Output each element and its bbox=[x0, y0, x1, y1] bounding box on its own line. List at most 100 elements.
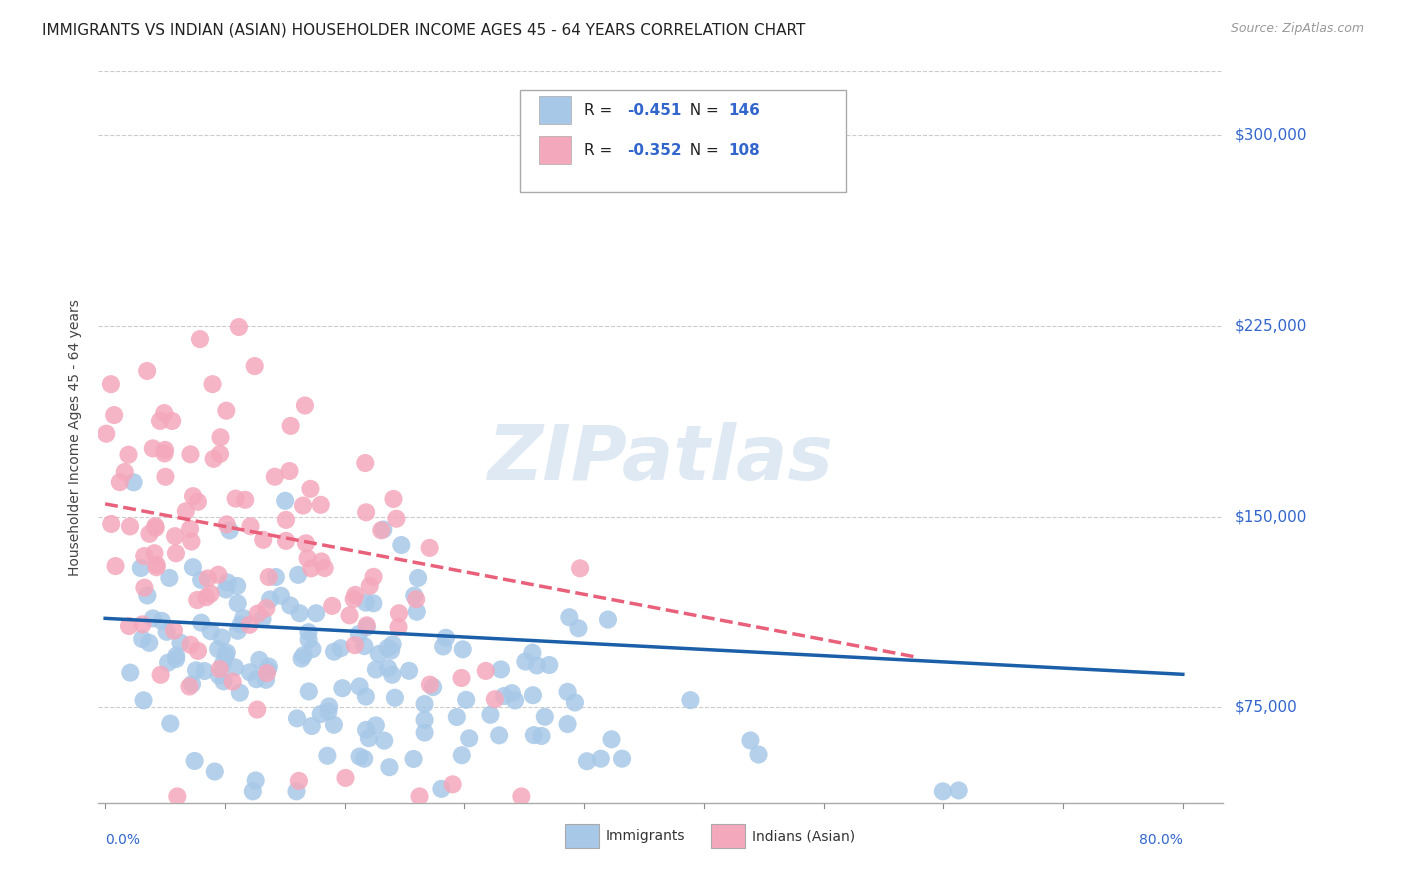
FancyBboxPatch shape bbox=[540, 96, 571, 124]
Point bbox=[489, 662, 512, 676]
Point bbox=[215, 517, 238, 532]
Point bbox=[339, 608, 361, 623]
Point bbox=[297, 551, 319, 566]
Point bbox=[224, 660, 246, 674]
Point bbox=[132, 693, 155, 707]
Text: R =: R = bbox=[585, 143, 617, 158]
Point bbox=[419, 677, 441, 691]
Point bbox=[122, 475, 145, 490]
Point bbox=[163, 624, 186, 638]
Point bbox=[256, 663, 278, 677]
Point bbox=[402, 752, 425, 766]
Point bbox=[131, 617, 153, 632]
Text: $300,000: $300,000 bbox=[1234, 128, 1306, 143]
Point bbox=[274, 493, 297, 508]
Point bbox=[134, 581, 156, 595]
Text: -0.352: -0.352 bbox=[627, 143, 682, 158]
Point bbox=[180, 534, 202, 549]
Point bbox=[387, 620, 409, 634]
Point bbox=[221, 674, 243, 689]
Point bbox=[610, 752, 633, 766]
Point bbox=[252, 612, 274, 626]
Point bbox=[301, 719, 323, 733]
Point bbox=[309, 706, 332, 721]
Point bbox=[354, 690, 377, 704]
Point bbox=[117, 448, 139, 462]
Text: $75,000: $75,000 bbox=[1234, 700, 1298, 714]
Point bbox=[136, 364, 159, 378]
Point bbox=[557, 685, 579, 699]
Point bbox=[288, 607, 311, 621]
Point bbox=[190, 615, 212, 630]
Point bbox=[363, 596, 385, 610]
Point bbox=[298, 684, 321, 698]
Point bbox=[526, 658, 548, 673]
Point bbox=[575, 754, 598, 768]
Point bbox=[153, 442, 176, 457]
Point bbox=[103, 408, 125, 422]
Point bbox=[385, 512, 408, 526]
Point bbox=[229, 617, 252, 632]
Point bbox=[155, 470, 177, 484]
Point bbox=[129, 561, 152, 575]
Text: 146: 146 bbox=[728, 103, 761, 118]
Point bbox=[181, 677, 204, 691]
Point bbox=[349, 749, 371, 764]
Point bbox=[264, 570, 287, 584]
Point bbox=[301, 642, 323, 657]
Point bbox=[145, 558, 167, 572]
Point bbox=[131, 632, 153, 646]
Point bbox=[246, 607, 269, 621]
Point bbox=[458, 731, 481, 746]
Point bbox=[208, 668, 231, 682]
Point bbox=[381, 667, 404, 681]
Point bbox=[321, 599, 343, 613]
Point bbox=[181, 560, 204, 574]
Point bbox=[179, 522, 201, 536]
Point bbox=[523, 728, 546, 742]
Point bbox=[419, 541, 441, 555]
Point bbox=[114, 465, 136, 479]
Point bbox=[488, 728, 510, 742]
Point bbox=[201, 377, 224, 392]
Point bbox=[501, 686, 523, 700]
Text: 0.0%: 0.0% bbox=[105, 833, 141, 847]
Point bbox=[314, 561, 336, 575]
Point bbox=[226, 596, 249, 610]
Point bbox=[100, 377, 122, 392]
Point bbox=[169, 635, 191, 649]
Point bbox=[183, 754, 205, 768]
Text: N =: N = bbox=[681, 143, 724, 158]
Point bbox=[533, 710, 555, 724]
Point bbox=[322, 718, 344, 732]
Point bbox=[274, 513, 297, 527]
Point bbox=[567, 621, 589, 635]
Point bbox=[353, 639, 375, 653]
Point bbox=[209, 430, 232, 444]
Point bbox=[479, 707, 502, 722]
Point bbox=[100, 516, 122, 531]
Point bbox=[165, 529, 187, 543]
Point bbox=[181, 489, 204, 503]
Point bbox=[165, 652, 187, 666]
Point bbox=[384, 690, 406, 705]
Point bbox=[363, 570, 385, 584]
Point bbox=[143, 546, 166, 560]
Point bbox=[280, 418, 302, 433]
Point bbox=[165, 546, 187, 560]
Point bbox=[285, 711, 308, 725]
Point bbox=[596, 613, 619, 627]
Point bbox=[291, 651, 314, 665]
Point bbox=[356, 620, 378, 634]
Point bbox=[202, 451, 225, 466]
FancyBboxPatch shape bbox=[540, 136, 571, 164]
Point bbox=[309, 498, 332, 512]
Point bbox=[318, 699, 340, 714]
Text: Indians (Asian): Indians (Asian) bbox=[752, 830, 855, 844]
Point bbox=[510, 789, 533, 804]
Point bbox=[323, 645, 346, 659]
Point bbox=[432, 640, 454, 654]
Point bbox=[740, 733, 762, 747]
Point bbox=[311, 554, 333, 568]
Point bbox=[294, 399, 316, 413]
